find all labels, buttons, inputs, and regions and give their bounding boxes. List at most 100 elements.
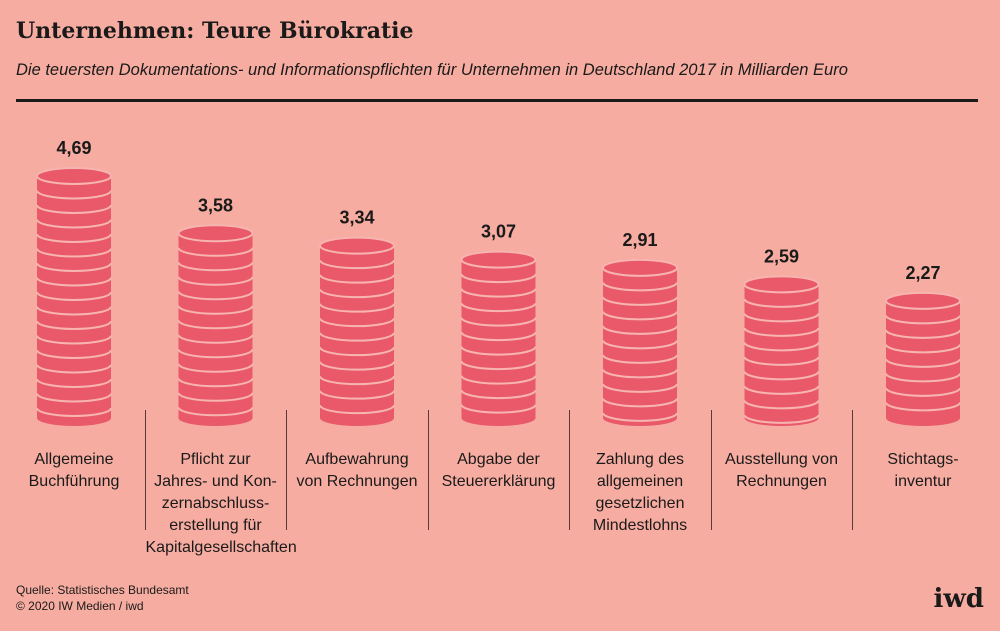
coin-edge <box>177 305 254 315</box>
coin-edge <box>177 334 254 344</box>
category-label-line: Ausstellung von <box>725 451 838 468</box>
coin-edge <box>460 404 537 414</box>
coin-stack-bar <box>177 224 254 426</box>
coin-edge <box>36 262 112 272</box>
coin-edge <box>319 361 395 371</box>
coin-edge <box>177 276 254 286</box>
category-label-line: Jahres- und Kon- <box>154 473 277 490</box>
category-label: Aufbewahrung von Rechnungen <box>287 449 427 493</box>
coin-edge <box>885 358 961 368</box>
coin-edge <box>743 298 820 308</box>
coin-edge <box>177 261 254 272</box>
coin-edge <box>319 375 395 386</box>
coin-edge <box>885 387 961 397</box>
value-label: 2,91 <box>622 230 657 250</box>
coin-edge <box>177 406 254 417</box>
coin-stack-bar <box>743 275 820 426</box>
value-label: 4,69 <box>56 138 91 158</box>
chart-title: Unternehmen: Teure Bürokratie <box>16 18 414 44</box>
category-label-line: erstellung für <box>169 517 262 534</box>
coin-edge <box>319 274 395 284</box>
coin-edge <box>460 317 537 327</box>
coin-edge <box>177 247 254 257</box>
coin-edge <box>602 369 678 379</box>
coin-edge <box>177 290 254 301</box>
coin-edge <box>177 392 254 402</box>
category-label: Abgabe der Steuererklärung <box>429 449 569 493</box>
coin-edge <box>319 332 395 342</box>
coin-stack-bar <box>885 291 961 426</box>
coin-stack-top <box>36 167 112 185</box>
category-separator <box>286 410 288 530</box>
coin-edge <box>885 329 961 339</box>
coin-edge <box>602 325 678 335</box>
category-label-line: Rechnungen <box>736 473 827 490</box>
coin-edge <box>319 303 395 313</box>
coin-edge <box>460 288 537 298</box>
coin-stack-body <box>744 284 819 426</box>
coin-edge <box>177 377 254 388</box>
coin-edge <box>602 282 678 292</box>
coin-stack-body <box>320 245 394 426</box>
category-separator <box>144 410 146 530</box>
value-label: 2,59 <box>764 246 799 266</box>
coin-edge <box>743 371 820 381</box>
coin-edge <box>743 313 820 323</box>
coin-edge <box>602 354 678 364</box>
iwd-logo: iwd <box>933 584 984 614</box>
chart-subtitle: Die teuersten Dokumentations- und Inform… <box>16 61 848 79</box>
coin-edge <box>319 259 395 270</box>
coin-edge <box>460 389 537 400</box>
coin-stack-top <box>885 291 961 310</box>
coin-edge <box>743 342 820 352</box>
coin-edge <box>743 414 820 424</box>
coin-edge <box>36 320 112 330</box>
coin-edge <box>36 277 112 287</box>
category-label-line: zernabschluss- <box>161 495 270 512</box>
coin-edge <box>885 315 961 325</box>
category-label-line: Mindestlohns <box>592 517 688 534</box>
coin-edge <box>460 360 537 371</box>
category-label-line: Steuererklärung <box>441 473 556 490</box>
coin-edge <box>602 311 678 321</box>
source-line: Quelle: Statistisches Bundesamt <box>16 583 189 597</box>
coin-edge <box>36 248 112 258</box>
category-separator <box>569 410 571 530</box>
coin-stack-bar <box>602 258 678 426</box>
coin-edge <box>602 296 678 306</box>
category-label: Ausstellung von Rechnungen <box>712 449 852 493</box>
coin-edge <box>319 288 395 299</box>
category-label: Allgemeine Buchführung <box>4 449 144 493</box>
coin-edge <box>602 398 678 408</box>
category-label-line: Abgabe der <box>457 451 540 468</box>
coin-stack-top <box>602 258 678 277</box>
coin-stack-top <box>319 236 395 255</box>
coin-edge <box>36 364 112 374</box>
coin-edge <box>36 306 112 316</box>
coin-stack-chart: 4,69 3,58 3,34 3,07 2,91 2,59 2,27 <box>36 138 961 426</box>
coin-stack-body <box>603 267 677 426</box>
category-label-line: allgemeinen <box>596 473 684 490</box>
value-label: 3,07 <box>481 222 516 242</box>
category-label-line: Pflicht zur <box>180 451 251 468</box>
coin-edge <box>602 340 678 350</box>
category-label-line: Zahlung des <box>595 451 685 468</box>
coin-edge <box>319 317 395 328</box>
coin-edge <box>36 204 112 214</box>
coin-edge <box>460 331 537 342</box>
coin-edge <box>319 390 395 400</box>
category-label: Stichtags-inventur <box>853 449 993 493</box>
coin-edge <box>743 327 820 337</box>
coin-edge <box>36 393 112 403</box>
category-label-line: Buchführung <box>28 473 120 490</box>
category-label-line: Stichtags- <box>887 451 959 468</box>
source-note: Quelle: Statistisches Bundesamt © 2020 I… <box>16 582 189 614</box>
coin-edge <box>743 356 820 366</box>
value-label: 2,27 <box>905 263 940 283</box>
coin-stack-bar <box>36 167 112 426</box>
coin-edge <box>36 349 112 359</box>
coin-stack-body <box>461 259 536 426</box>
category-separator <box>852 410 854 530</box>
coin-stack-bar <box>460 250 537 426</box>
value-label: 3,58 <box>198 195 233 215</box>
